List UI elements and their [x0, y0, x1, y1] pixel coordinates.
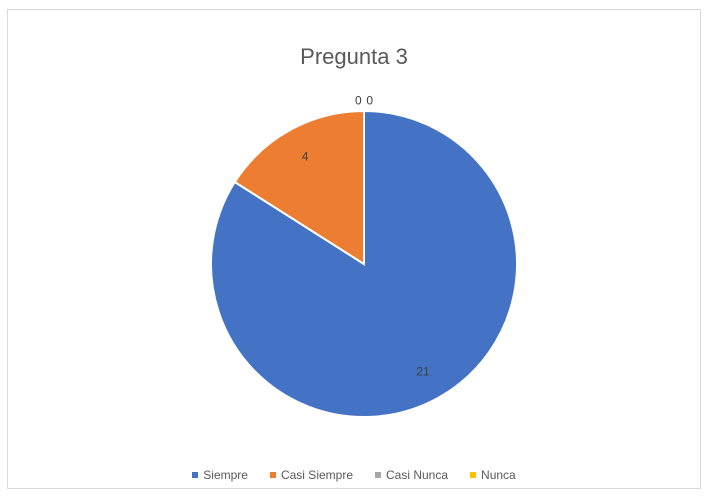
- legend-swatch: [192, 472, 199, 478]
- data-label-nunca: 0: [366, 93, 373, 107]
- legend-item-casi-nunca: Casi Nunca: [375, 468, 448, 482]
- legend-swatch: [375, 472, 381, 478]
- legend-label: Nunca: [481, 468, 516, 482]
- data-label-casi-siempre: 4: [302, 150, 309, 164]
- legend-item-siempre: Siempre: [192, 468, 248, 482]
- legend-swatch: [470, 472, 477, 478]
- legend-item-casi-siempre: Casi Siempre: [269, 468, 353, 482]
- data-label-siempre: 21: [416, 364, 430, 378]
- data-label-casi-nunca: 0: [355, 93, 362, 107]
- legend: Siempre Casi Siempre Casi Nunca Nunca: [8, 468, 700, 482]
- legend-label: Casi Siempre: [280, 468, 353, 482]
- legend-swatch: [269, 472, 276, 478]
- legend-label: Siempre: [203, 468, 248, 482]
- pie-slice-casi-siempre: [233, 109, 365, 266]
- chart-title: Pregunta 3: [300, 44, 408, 69]
- chart-frame: Pregunta 3 21 4 0 0 Siempre Casi Siempre Casi…: [7, 9, 701, 489]
- pie-chart: 21 4 0 0: [210, 93, 518, 418]
- legend-label: Casi Nunca: [386, 468, 449, 482]
- legend-item-nunca: Nunca: [470, 468, 516, 482]
